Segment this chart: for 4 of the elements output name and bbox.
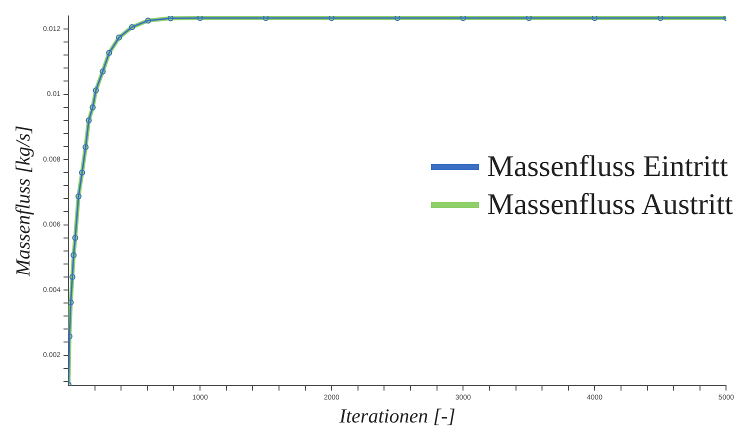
legend-label: Massenfluss Austritt <box>487 187 733 223</box>
y-axis-title: Massenfluss [kg/s] <box>12 126 34 278</box>
x-axis-title: Iterationen [-] <box>338 405 456 428</box>
legend-label: Massenfluss Eintritt <box>487 149 728 185</box>
